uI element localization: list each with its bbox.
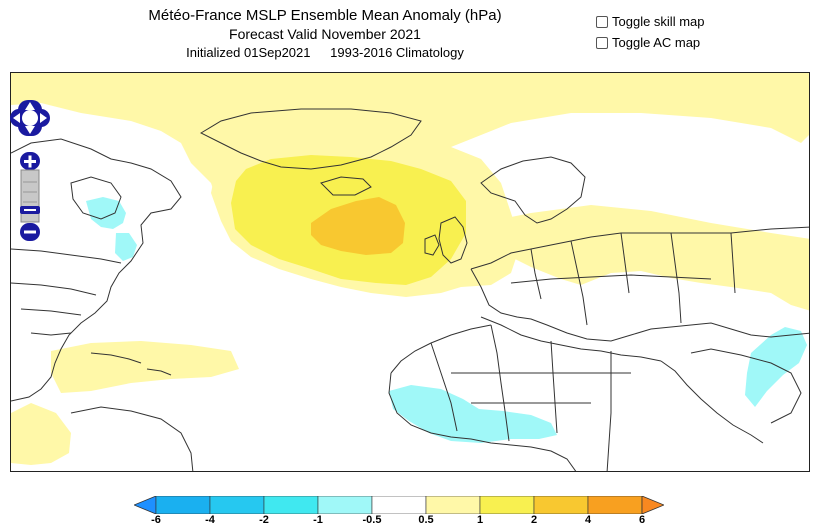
title-main: Météo-France MSLP Ensemble Mean Anomaly … (148, 7, 502, 24)
anomaly-region-light-yellow-europe (481, 205, 809, 311)
colorbar-segment (479, 496, 535, 514)
colorbar-segment (533, 496, 589, 514)
colorbar-arrow-high (641, 496, 664, 514)
title-forecast-valid: Forecast Valid November 2021 (229, 26, 421, 42)
zoom-slider[interactable] (20, 169, 40, 223)
colorbar-arrow-low (134, 496, 157, 514)
colorbar-tick-label: 1 (476, 514, 484, 526)
colorbar-tick-label: -4 (205, 514, 215, 526)
anomaly-map-svg (11, 73, 809, 471)
colorbar-segment (587, 496, 643, 514)
pan-right-icon[interactable] (40, 113, 47, 123)
pan-down-icon[interactable] (25, 126, 35, 134)
colorbar-tick-label: -0.5 (362, 514, 382, 526)
map-navigation (10, 92, 50, 242)
toggle-ac-map-label: Toggle AC map (612, 35, 701, 50)
pan-left-icon[interactable] (13, 113, 20, 123)
anomaly-region-cyan-hudson (86, 197, 126, 229)
anomaly-map[interactable] (10, 72, 810, 472)
anomaly-region-light-yellow-southwest (11, 403, 71, 465)
colorbar-segment (317, 496, 373, 514)
anomaly-region-cyan-east-africa (745, 327, 807, 407)
colorbar-tick-label: 0.5 (418, 514, 434, 526)
colorbar-tick-label: 2 (530, 514, 538, 526)
toggle-ac-map-checkbox[interactable] (596, 36, 608, 49)
colorbar (134, 496, 664, 514)
colorbar-segment (263, 496, 319, 514)
coastlines (11, 108, 809, 471)
colorbar-tick-label: -1 (313, 514, 323, 526)
colorbar-tick-label: -2 (259, 514, 269, 526)
pan-up-icon[interactable] (25, 102, 35, 110)
climatology-period: 1993-2016 Climatology (330, 45, 464, 60)
initialized-date: Initialized 01Sep2021 (186, 45, 311, 60)
colorbar-segment (425, 496, 481, 514)
toggle-skill-map-checkbox[interactable] (596, 15, 608, 28)
zoom-out-icon (24, 230, 36, 234)
anomaly-region-orange (311, 197, 405, 255)
zoom-in-button[interactable] (20, 152, 40, 170)
colorbar-tick-label: 4 (584, 514, 592, 526)
colorbar-tick-label: -6 (151, 514, 161, 526)
anomaly-region-cyan-labrador (115, 233, 137, 261)
anomaly-region-light-yellow-caribbean (51, 341, 239, 393)
toggle-skill-map-label: Toggle skill map (612, 14, 705, 29)
colorbar-segment (209, 496, 265, 514)
map-title: Météo-France MSLP Ensemble Mean Anomaly … (60, 6, 590, 62)
colorbar-segment (155, 496, 211, 514)
pan-control[interactable] (10, 100, 50, 136)
title-subtitle: Initialized 01Sep2021 1993-2016 Climatol… (60, 44, 590, 62)
toggle-ac-map[interactable]: Toggle AC map (596, 33, 705, 52)
zoom-out-button[interactable] (20, 223, 40, 241)
toggle-skill-map[interactable]: Toggle skill map (596, 12, 705, 31)
map-navigation-svg (10, 100, 50, 241)
colorbar-segment (371, 496, 427, 514)
colorbar-tick-label: 6 (638, 514, 646, 526)
colorbar-labels: -6 -4 -2 -1 -0.5 0.5 1 2 4 6 (134, 514, 664, 528)
toggle-panel: Toggle skill map Toggle AC map (596, 12, 705, 54)
anomaly-region-cyan-west-africa (389, 385, 557, 443)
